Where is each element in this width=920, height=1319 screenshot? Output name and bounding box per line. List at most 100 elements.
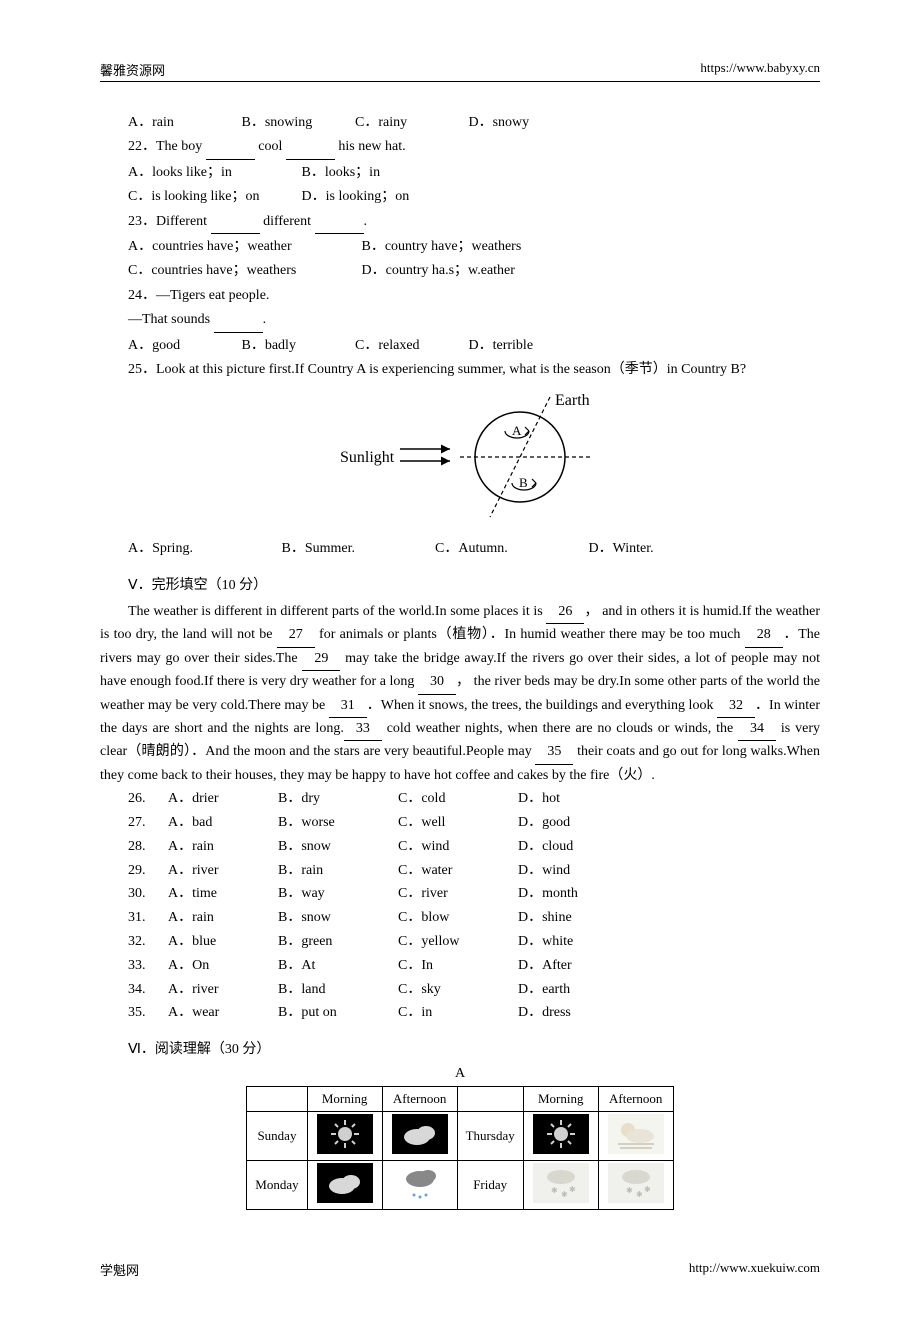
opt-d: D．white (518, 930, 628, 954)
opt-b: B．snow (278, 835, 398, 859)
opt-a: A．wear (168, 1001, 278, 1025)
th-afternoon: Afternoon (382, 1086, 457, 1111)
cloze-num: 35. (128, 1001, 168, 1025)
cloze-num: 30. (128, 882, 168, 906)
cloze-num: 29. (128, 859, 168, 883)
q22-stem: 22．The boy cool his new hat. (100, 136, 820, 159)
opt-d: D．hot (518, 787, 628, 811)
opt-a: A．good (128, 335, 238, 357)
opt-a: A．On (168, 954, 278, 978)
cloze-row: 32.A．blueB．greenC．yellowD．white (128, 930, 820, 954)
section-6-title: Ⅵ．阅读理解（30 分） (128, 1039, 820, 1061)
q24-line1: 24．—Tigers eat people. (100, 285, 820, 307)
svg-text:✱: ✱ (644, 1185, 651, 1194)
blank (206, 136, 255, 159)
svg-text:✱: ✱ (626, 1186, 633, 1195)
earth-diagram-svg: Sunlight A B Earth (300, 387, 620, 527)
header-right: https://www.babyxy.cn (700, 60, 820, 79)
q24-line2: —That sounds . (100, 309, 820, 332)
svg-text:✱: ✱ (569, 1185, 576, 1194)
opt-a: A．bad (168, 811, 278, 835)
blank (214, 309, 263, 332)
opt-b: B．snowing (242, 112, 352, 134)
opt-b: B．At (278, 954, 398, 978)
opt-b: B．put on (278, 1001, 398, 1025)
opt-a: A．Spring. (128, 538, 278, 560)
cloze-num: 31. (128, 906, 168, 930)
blank-30: 30 (418, 671, 456, 694)
cloze-row: 26.A．drierB．dryC．coldD．hot (128, 787, 820, 811)
sunny-icon (523, 1111, 598, 1160)
q22-options-row1: A．looks like；in B．looks；in (128, 162, 820, 184)
opt-c: C．In (398, 954, 518, 978)
svg-text:✱: ✱ (551, 1186, 558, 1195)
rainy-icon (382, 1160, 457, 1209)
opt-b: B．rain (278, 859, 398, 883)
opt-a: A．drier (168, 787, 278, 811)
blank (315, 211, 364, 234)
opt-d: D．Winter. (589, 538, 739, 560)
th-blank (247, 1086, 307, 1111)
q21-options: A．rain B．snowing C．rainy D．snowy (128, 112, 820, 134)
day-monday: Monday (247, 1160, 307, 1209)
q23-options-row1: A．countries have；weather B．country have；… (128, 236, 820, 258)
opt-c: C．is looking like；on (128, 186, 298, 208)
q25-options: A．Spring. B．Summer. C．Autumn. D．Winter. (128, 538, 820, 560)
blank-28: 28 (745, 624, 783, 647)
day-friday: Friday (457, 1160, 523, 1209)
q23-options-row2: C．countries have；weathers D．country ha.s… (128, 260, 820, 282)
opt-b: B．Summer. (282, 538, 432, 560)
th-morning: Morning (523, 1086, 598, 1111)
opt-d: D．wind (518, 859, 628, 883)
opt-c: C．Autumn. (435, 538, 585, 560)
opt-c: C．yellow (398, 930, 518, 954)
blank-31: 31 (329, 695, 367, 718)
opt-b: B．way (278, 882, 398, 906)
opt-c: C．sky (398, 978, 518, 1002)
opt-d: D．snowy (469, 112, 579, 134)
sunlight-label: Sunlight (340, 449, 395, 466)
sunny-icon (307, 1111, 382, 1160)
blank-26: 26 (546, 601, 584, 624)
footer-left: 学魁网 (100, 1260, 139, 1279)
cloze-options: 26.A．drierB．dryC．coldD．hot27.A．badB．wors… (100, 787, 820, 1025)
q24-options: A．good B．badly C．relaxed D．terrible (128, 335, 820, 357)
opt-b: B．dry (278, 787, 398, 811)
cloze-row: 35.A．wearB．put onC．inD．dress (128, 1001, 820, 1025)
opt-a: A．rain (128, 112, 238, 134)
cloze-row: 31.A．rainB．snowC．blowD．shine (128, 906, 820, 930)
cloze-num: 34. (128, 978, 168, 1002)
opt-a: A．river (168, 978, 278, 1002)
opt-d: D．shine (518, 906, 628, 930)
opt-d: D．country ha.s；w.eather (362, 260, 515, 282)
opt-c: C．blow (398, 906, 518, 930)
cloze-row: 30.A．timeB．wayC．riverD．month (128, 882, 820, 906)
blank-34: 34 (738, 718, 776, 741)
footer-right: http://www.xuekuiw.com (689, 1260, 820, 1279)
opt-c: C．well (398, 811, 518, 835)
opt-c: C．countries have；weathers (128, 260, 358, 282)
blank-35: 35 (535, 741, 573, 764)
opt-c: C．in (398, 1001, 518, 1025)
cloze-row: 27.A．badB．worseC．wellD．good (128, 811, 820, 835)
opt-a: A．time (168, 882, 278, 906)
opt-d: D．earth (518, 978, 628, 1002)
snow-icon: ✱✱✱ (598, 1160, 673, 1209)
q23-stem: 23．Different different . (100, 211, 820, 234)
earth-label: Earth (555, 392, 590, 409)
cloze-passage: The weather is different in different pa… (100, 601, 820, 787)
opt-d: D．After (518, 954, 628, 978)
cloze-num: 28. (128, 835, 168, 859)
cloze-num: 27. (128, 811, 168, 835)
table-header-row: Morning Afternoon Morning Afternoon (247, 1086, 673, 1111)
opt-b: B．worse (278, 811, 398, 835)
cloze-num: 33. (128, 954, 168, 978)
page-header: 馨雅资源网 https://www.babyxy.cn (100, 60, 820, 82)
opt-c: C．relaxed (355, 335, 465, 357)
page-footer: 学魁网 http://www.xuekuiw.com (100, 1260, 820, 1279)
opt-d: D．dress (518, 1001, 628, 1025)
opt-c: C．rainy (355, 112, 465, 134)
blank (286, 136, 335, 159)
blank-33: 33 (344, 718, 382, 741)
cloudy-icon (307, 1160, 382, 1209)
